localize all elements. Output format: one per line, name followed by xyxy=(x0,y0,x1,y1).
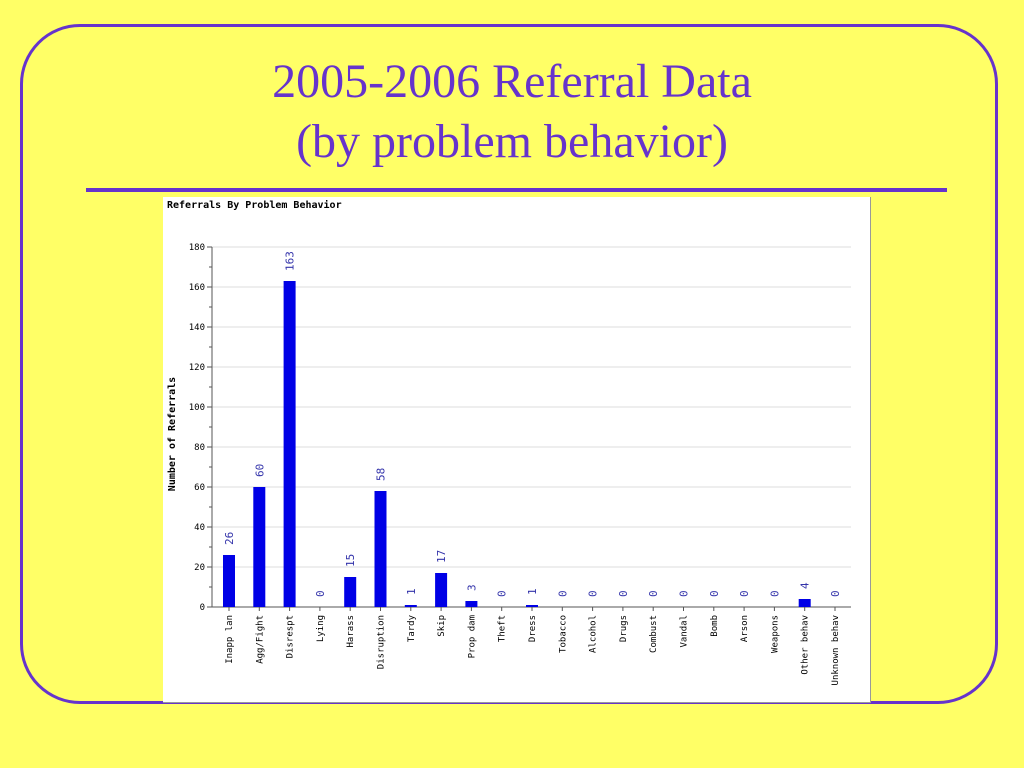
slide-title-line-1: 2005-2006 Referral Data xyxy=(272,55,752,108)
category-label: Dress xyxy=(528,615,538,642)
bar xyxy=(223,555,235,607)
slide-title: 2005-2006 Referral Data (by problem beha… xyxy=(0,52,1024,172)
data-label: 1 xyxy=(405,588,418,595)
y-tick-label: 0 xyxy=(200,603,205,613)
y-tick-label: 80 xyxy=(194,443,205,453)
category-label: Harass xyxy=(346,615,356,648)
title-divider xyxy=(86,188,947,192)
bar xyxy=(526,605,538,607)
chart-panel: Referrals By Problem Behavior Number of … xyxy=(163,197,871,703)
category-label: Drugs xyxy=(619,615,629,642)
data-label: 58 xyxy=(375,468,388,481)
category-label: Disruption xyxy=(377,615,387,669)
category-label: Tobacco xyxy=(558,615,568,653)
category-label: Theft xyxy=(498,615,508,642)
data-label: 15 xyxy=(344,554,357,567)
category-label: Skip xyxy=(437,615,447,637)
data-label: 0 xyxy=(708,590,721,597)
category-label: Weapons xyxy=(770,615,780,653)
y-tick-label: 40 xyxy=(194,523,205,533)
category-label: Agg/Fight xyxy=(255,615,265,664)
y-tick-label: 160 xyxy=(189,283,205,293)
bar xyxy=(435,573,448,607)
bar xyxy=(283,281,296,607)
data-label: 0 xyxy=(768,590,781,597)
slide-title-line-2: (by problem behavior) xyxy=(296,115,728,168)
bar xyxy=(253,487,266,607)
data-label: 26 xyxy=(223,532,236,545)
bar xyxy=(344,577,357,607)
data-label: 0 xyxy=(556,590,569,597)
data-label: 163 xyxy=(284,251,297,271)
bar-chart: Referrals By Problem Behavior Number of … xyxy=(167,199,851,685)
data-label: 1 xyxy=(526,588,539,595)
category-label: Bomb xyxy=(710,615,720,637)
data-label: 0 xyxy=(829,590,842,597)
data-label: 60 xyxy=(253,464,266,477)
data-label: 0 xyxy=(678,590,691,597)
category-label: Combust xyxy=(649,615,659,653)
bar xyxy=(798,599,811,607)
data-label: 0 xyxy=(647,590,660,597)
data-label: 4 xyxy=(799,582,812,589)
y-tick-label: 60 xyxy=(194,483,205,493)
category-label: Arson xyxy=(740,615,750,642)
category-label: Other behav xyxy=(801,615,811,675)
category-label: Inapp lan xyxy=(225,615,235,664)
category-label: Disrespt xyxy=(286,615,296,658)
bar xyxy=(374,491,387,607)
y-tick-label: 100 xyxy=(189,403,205,413)
y-tick-label: 180 xyxy=(189,243,205,253)
data-label: 0 xyxy=(738,590,751,597)
data-label: 17 xyxy=(435,550,448,563)
data-label: 0 xyxy=(617,590,630,597)
category-label: Alcohol xyxy=(589,615,599,653)
data-label: 0 xyxy=(314,590,327,597)
data-label: 3 xyxy=(465,584,478,591)
y-tick-label: 120 xyxy=(189,363,205,373)
y-axis-label: Number of Referrals xyxy=(167,377,178,491)
y-tick-label: 140 xyxy=(189,323,205,333)
y-tick-label: 20 xyxy=(194,563,205,573)
category-label: Prop dam xyxy=(467,615,477,658)
category-label: Vandal xyxy=(680,615,690,648)
category-label: Lying xyxy=(316,615,326,642)
data-label: 0 xyxy=(496,590,509,597)
category-label: Tardy xyxy=(407,614,417,642)
bar xyxy=(404,605,417,607)
data-label: 0 xyxy=(587,590,600,597)
bar xyxy=(465,601,478,607)
category-label: Unknown behav xyxy=(831,615,841,685)
chart-title: Referrals By Problem Behavior xyxy=(167,199,342,211)
